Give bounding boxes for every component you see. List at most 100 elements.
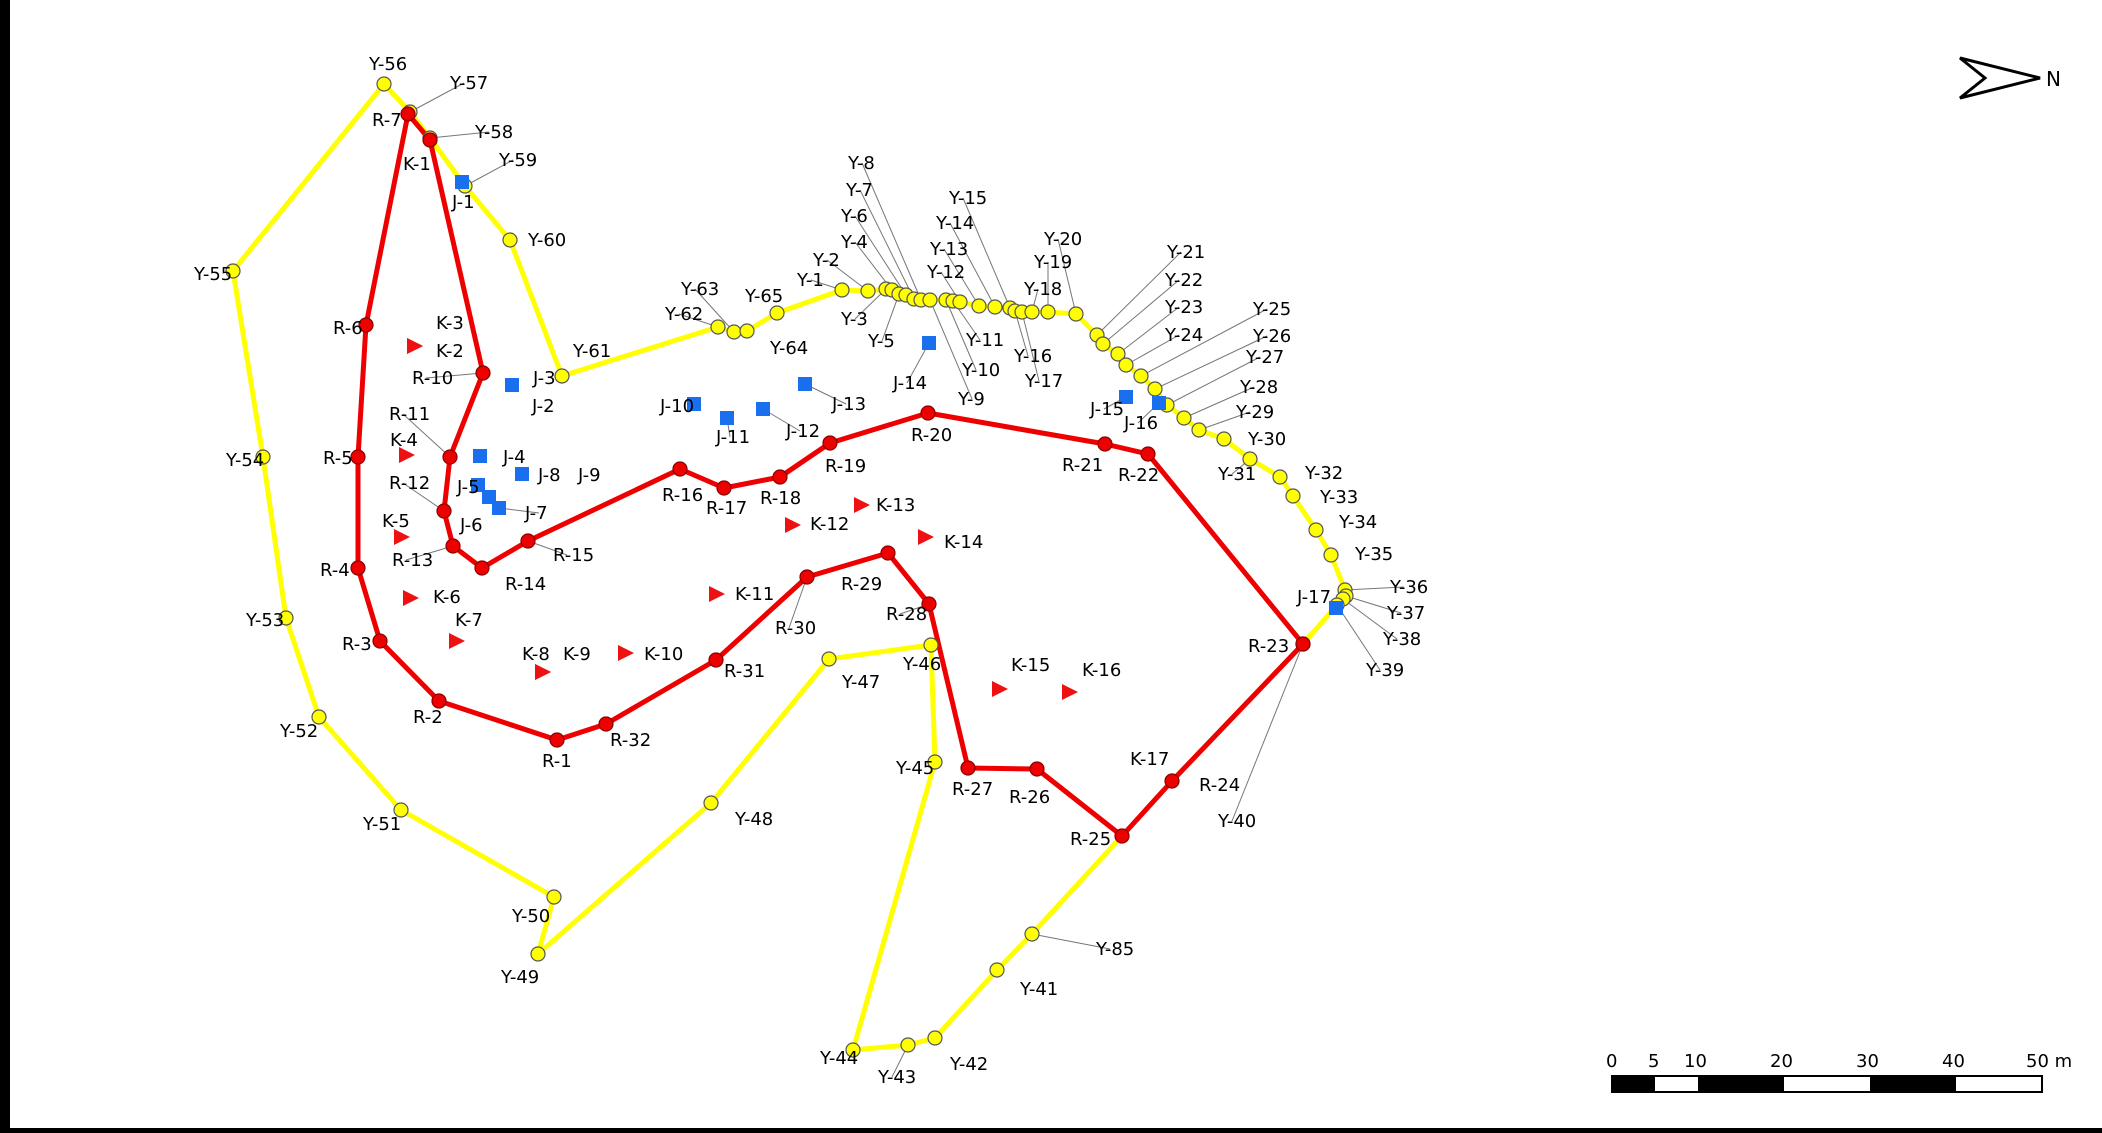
- triangle-marker: [992, 681, 1008, 697]
- leader-line: [405, 545, 454, 561]
- yellow-point-marker: [821, 651, 837, 667]
- leader-line: [464, 159, 514, 187]
- yellow-point-marker: [726, 324, 742, 340]
- red-point-label: R-32: [610, 730, 651, 751]
- yellow-point-marker: [971, 298, 987, 314]
- yellow-point-label: Y-31: [1217, 464, 1256, 485]
- scale-label: 30: [1856, 1051, 1879, 1072]
- yellow-point-marker: [1133, 368, 1149, 384]
- blue-square-marker: [515, 467, 529, 481]
- yellow-point-marker: [278, 610, 294, 626]
- scale-bar: 0 5 10 20 30 40 50 m: [1606, 1051, 2072, 1093]
- red-point-marker: [400, 106, 416, 122]
- yellow-point-label: Y-39: [1365, 660, 1404, 681]
- blue-square-marker: [473, 449, 487, 463]
- leader-line: [429, 131, 490, 139]
- triangle-marker: [394, 529, 410, 545]
- red-point-marker: [672, 461, 688, 477]
- scale-label: 0: [1606, 1051, 1617, 1072]
- scale-label: 50 m: [2026, 1051, 2072, 1072]
- triangle-marker: [399, 447, 415, 463]
- blue-point-label: J-5: [456, 477, 480, 498]
- leader-line: [1231, 643, 1304, 822]
- yellow-point-label: Y-26: [1252, 326, 1291, 347]
- red-point-marker: [1097, 436, 1113, 452]
- yellow-point-label: Y-29: [1235, 402, 1274, 423]
- yellow-point-label: Y-4: [840, 232, 868, 253]
- yellow-point-marker: [1024, 926, 1040, 942]
- red-point-marker: [436, 503, 452, 519]
- yellow-point-label: Y-56: [368, 54, 407, 75]
- yellow-point-marker: [739, 323, 755, 339]
- leader-line: [788, 576, 808, 629]
- yellow-point-label: Y-22: [1164, 270, 1203, 291]
- labels-layer: Y-1Y-2Y-3Y-4Y-5Y-6Y-7Y-8Y-9Y-10Y-11Y-12Y…: [193, 54, 1428, 1088]
- yellow-point-marker: [923, 637, 939, 653]
- blue-point-label: J-8: [537, 465, 561, 486]
- blue-square-marker: [455, 175, 469, 189]
- yellow-point-label: Y-46: [902, 654, 941, 675]
- red-point-label: K-1: [403, 154, 431, 175]
- yellow-point-marker: [900, 1037, 916, 1053]
- yellow-point-label: Y-52: [279, 721, 318, 742]
- yellow-point-marker: [311, 709, 327, 725]
- red-point-label: R-6: [333, 318, 363, 339]
- leader-line: [409, 82, 465, 113]
- blue-point-label: J-14: [892, 373, 927, 394]
- yellow-point-label: Y-28: [1239, 377, 1278, 398]
- leader-line: [425, 372, 484, 379]
- blue-point-label: J-13: [831, 394, 866, 415]
- red-point-marker: [1164, 773, 1180, 789]
- yellow-point-label: Y-32: [1304, 463, 1343, 484]
- blue-square-marker: [720, 411, 734, 425]
- red-point-label: R-13: [392, 550, 433, 571]
- blue-point-label: J-4: [502, 447, 526, 468]
- yellow-point-label: Y-47: [841, 672, 880, 693]
- yellow-point-marker: [502, 232, 518, 248]
- scale-bar-segment: [1698, 1076, 1784, 1092]
- yellow-point-marker: [927, 1030, 943, 1046]
- yellow-point-label: Y-14: [935, 213, 974, 234]
- yellow-point-label: Y-60: [527, 230, 566, 251]
- leader-line: [929, 299, 973, 400]
- yellow-point-label: Y-20: [1043, 229, 1082, 250]
- yellow-point-label: Y-12: [926, 262, 965, 283]
- red-point-label: R-20: [911, 425, 952, 446]
- red-point-marker: [799, 569, 815, 585]
- yellow-point-label: Y-62: [664, 304, 703, 325]
- scale-bar-frame: [1611, 1075, 2043, 1093]
- yellow-point-label: Y-23: [1164, 297, 1203, 318]
- blue-point-label: J-15: [1089, 399, 1124, 420]
- leader-line: [1183, 386, 1255, 419]
- yellow-point-label: Y-55: [193, 264, 232, 285]
- yellow-point-label: Y-51: [362, 814, 401, 835]
- red-point-label: R-28: [886, 604, 927, 625]
- yellow-point-marker: [710, 319, 726, 335]
- yellow-point-label: Y-17: [1024, 371, 1063, 392]
- leader-line: [1154, 335, 1268, 390]
- red-point-label: R-19: [825, 456, 866, 477]
- red-point-marker: [708, 652, 724, 668]
- triangle-point-label: K-3: [436, 313, 464, 334]
- red-point-marker: [445, 538, 461, 554]
- red-point-marker: [475, 365, 491, 381]
- red-point-label: R-11: [389, 404, 430, 425]
- red-point-label: R-25: [1070, 829, 1111, 850]
- yellow-point-marker: [255, 449, 271, 465]
- yellow-route-line: [850, 644, 1124, 1053]
- yellow-point-marker: [989, 962, 1005, 978]
- yellow-point-label: Y-59: [498, 150, 537, 171]
- yellow-point-marker: [1176, 410, 1192, 426]
- blue-square-marker: [505, 378, 519, 392]
- leader-lines-layer: [402, 82, 1405, 1078]
- leader-line: [1140, 308, 1268, 377]
- yellow-point-label: Y-19: [1033, 252, 1072, 273]
- red-point-marker: [1029, 761, 1045, 777]
- yellow-point-label: Y-25: [1252, 299, 1291, 320]
- scale-label: 10: [1684, 1051, 1707, 1072]
- triangle-point-label: K-15: [1011, 655, 1050, 676]
- yellow-point-marker: [1323, 547, 1339, 563]
- yellow-point-marker: [1147, 381, 1163, 397]
- yellow-point-label: Y-50: [511, 906, 550, 927]
